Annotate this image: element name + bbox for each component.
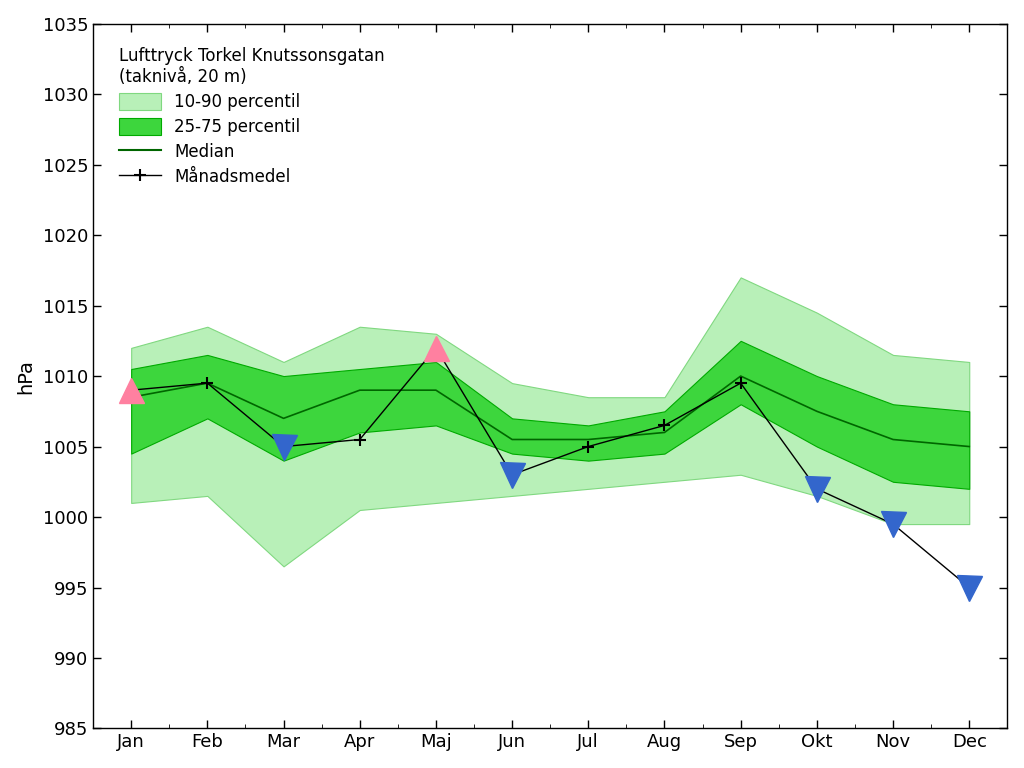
Median (125, 392, 137, 402)
Median (887, 435, 899, 444)
Line: Månadsmedel: Månadsmedel (201, 377, 746, 453)
Median (964, 442, 976, 451)
Månadsmedel (353, 435, 366, 444)
Y-axis label: hPa: hPa (16, 359, 36, 393)
Månadsmedel (583, 442, 595, 451)
Månadsmedel (658, 421, 671, 430)
Median (353, 386, 366, 395)
Median (811, 407, 823, 416)
Månadsmedel (202, 379, 214, 388)
Median (506, 435, 518, 444)
Median (658, 428, 671, 437)
Line: Median: Median (131, 376, 970, 446)
Median (278, 414, 290, 423)
Median (202, 379, 214, 388)
Månadsmedel (734, 379, 746, 388)
Median (583, 435, 595, 444)
Legend: 10-90 percentil, 25-75 percentil, Median, Månadsmedel: 10-90 percentil, 25-75 percentil, Median… (111, 39, 393, 194)
Median (734, 372, 746, 381)
Median (430, 386, 442, 395)
